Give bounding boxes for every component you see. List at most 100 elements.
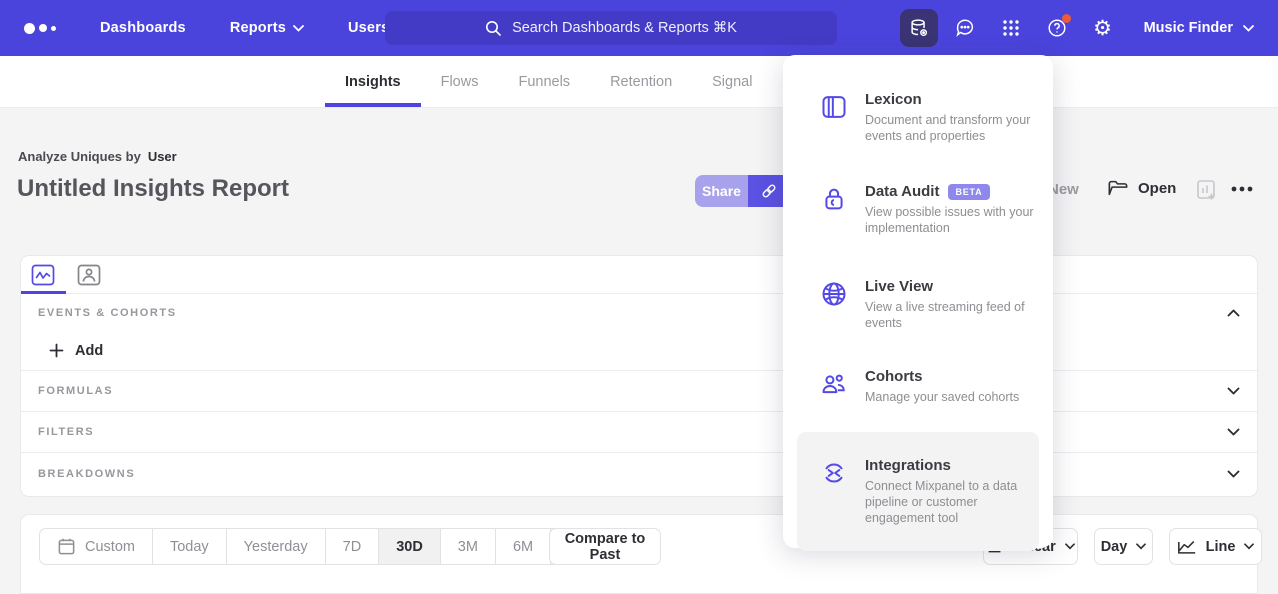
chart-waveform-icon <box>31 264 55 286</box>
project-name: Music Finder <box>1143 20 1233 36</box>
nav-item-users[interactable]: Users <box>348 20 389 36</box>
add-to-dashboard-button[interactable] <box>1196 179 1217 202</box>
menu-item-desc: Document and transform your events and p… <box>865 113 1031 143</box>
chevron-down-icon[interactable] <box>1227 428 1240 436</box>
tab-metrics-view[interactable] <box>31 264 55 286</box>
data-management-button[interactable] <box>899 9 938 47</box>
link-icon <box>759 181 779 201</box>
nav-right-cluster: ⚙ Music Finder <box>899 0 1278 56</box>
person-icon <box>77 264 101 286</box>
chart-panel: Custom Today Yesterday 7D 30D 3M 6M 12M … <box>20 514 1262 594</box>
menu-item-text: Integrations Connect Mixpanel to a data … <box>865 457 1041 526</box>
date-range-6m[interactable]: 6M <box>494 529 550 564</box>
search-input[interactable]: Search Dashboards & Reports ⌘K <box>385 11 837 45</box>
nav-item-reports-label: Reports <box>229 20 286 36</box>
menu-item-integrations[interactable]: Integrations Connect Mixpanel to a data … <box>797 432 1039 551</box>
tab-retention[interactable]: Retention <box>590 56 692 107</box>
date-range-custom[interactable]: Custom <box>40 529 152 564</box>
feedback-button[interactable] <box>946 9 984 47</box>
settings-button[interactable]: ⚙ <box>1084 9 1122 47</box>
tab-insights[interactable]: Insights <box>325 56 421 107</box>
tab-retention-label: Retention <box>610 73 673 90</box>
analyze-value[interactable]: User <box>147 149 177 164</box>
chart-type-selector-button[interactable]: Line <box>1169 528 1262 565</box>
chevron-down-icon <box>293 24 304 32</box>
project-selector[interactable]: Music Finder <box>1144 20 1254 36</box>
notification-dot <box>1061 14 1071 23</box>
menu-item-text: Data Audit BETA View possible issues wit… <box>865 183 1041 236</box>
apps-grid-button[interactable] <box>992 9 1030 47</box>
help-button[interactable] <box>1038 9 1076 47</box>
menu-item-desc: View a live streaming feed of events <box>865 300 1025 330</box>
query-builder-panel: EVENTS & COHORTS Add FORMULAS FILTERS BR… <box>20 255 1258 497</box>
chat-bubble-icon <box>954 17 976 39</box>
menu-item-cohorts[interactable]: Cohorts Manage your saved cohorts <box>797 358 1039 415</box>
line-chart-icon <box>1177 538 1197 555</box>
menu-item-title: Live View <box>865 278 934 295</box>
date-range-today[interactable]: Today <box>151 529 226 564</box>
chevron-up-icon[interactable] <box>1227 309 1240 317</box>
tab-insights-label: Insights <box>345 73 401 90</box>
date-range-6m-label: 6M <box>512 538 534 555</box>
date-range-yesterday-label: Yesterday <box>243 538 308 555</box>
date-range-yesterday[interactable]: Yesterday <box>225 529 325 564</box>
add-chart-icon <box>1196 179 1217 202</box>
nav-links: Dashboards Reports Users <box>100 20 389 36</box>
open-report-button[interactable]: Open <box>1107 178 1176 198</box>
menu-item-lexicon[interactable]: Lexicon Document and transform your even… <box>797 81 1039 154</box>
menu-item-title: Cohorts <box>865 368 923 385</box>
chevron-down-icon <box>1244 543 1255 550</box>
date-range-3m-label: 3M <box>457 538 478 555</box>
share-button[interactable]: Share <box>695 175 748 207</box>
chevron-down-icon[interactable] <box>1227 387 1240 395</box>
report-tabbar: Insights Flows Funnels Retention Signal … <box>0 56 1278 108</box>
folder-icon <box>1107 178 1129 198</box>
menu-item-title: Data Audit BETA <box>865 183 1041 200</box>
search-icon <box>485 20 502 37</box>
help-icon <box>1046 17 1068 39</box>
menu-item-desc: Manage your saved cohorts <box>865 390 1020 404</box>
date-range-custom-label: Custom <box>85 538 135 555</box>
nav-item-dashboards[interactable]: Dashboards <box>100 20 186 36</box>
add-event-button[interactable]: Add <box>21 331 1257 371</box>
date-range-7d[interactable]: 7D <box>324 529 379 564</box>
analyze-subtitle: Analyze Uniques by User <box>18 149 177 164</box>
section-breakdowns[interactable]: BREAKDOWNS <box>21 453 1257 495</box>
menu-item-live-view[interactable]: Live View View a live streaming feed of … <box>797 268 1039 341</box>
nav-item-users-label: Users <box>348 20 390 36</box>
nav-item-reports[interactable]: Reports <box>230 20 304 36</box>
tab-users-view[interactable] <box>77 264 101 286</box>
section-formulas[interactable]: FORMULAS <box>21 371 1257 412</box>
date-range-30d[interactable]: 30D <box>378 529 440 564</box>
menu-item-title-text: Data Audit <box>865 183 940 200</box>
section-filters[interactable]: FILTERS <box>21 412 1257 453</box>
compare-to-past-button[interactable]: Compare to Past <box>549 528 661 565</box>
menu-item-text: Live View View a live streaming feed of … <box>865 278 1041 331</box>
new-report-button[interactable]: New <box>1048 181 1079 198</box>
lexicon-book-icon <box>820 93 848 121</box>
tab-funnels[interactable]: Funnels <box>498 56 590 107</box>
date-range-3m[interactable]: 3M <box>439 529 495 564</box>
menu-item-title: Integrations <box>865 457 951 474</box>
page-title[interactable]: Untitled Insights Report <box>17 175 289 202</box>
tab-flows[interactable]: Flows <box>421 56 499 107</box>
interval-selector-button[interactable]: Day <box>1094 528 1153 565</box>
menu-item-data-audit[interactable]: Data Audit BETA View possible issues wit… <box>797 173 1039 246</box>
open-label: Open <box>1138 179 1177 197</box>
section-events-cohorts[interactable]: EVENTS & COHORTS <box>21 294 1257 331</box>
search-placeholder: Search Dashboards & Reports ⌘K <box>512 20 737 36</box>
calendar-icon <box>57 537 76 556</box>
date-range-today-label: Today <box>169 538 209 555</box>
section-filters-label: FILTERS <box>38 426 95 438</box>
sync-arrows-icon <box>820 459 848 487</box>
chevron-down-icon <box>1064 543 1075 550</box>
section-events-cohorts-label: EVENTS & COHORTS <box>38 306 177 319</box>
more-options-button[interactable] <box>1230 185 1254 193</box>
ellipsis-icon <box>1230 185 1254 193</box>
share-button-group: Share <box>695 175 790 207</box>
plus-icon <box>49 343 64 358</box>
tab-signal[interactable]: Signal <box>692 56 772 107</box>
chevron-down-icon[interactable] <box>1227 470 1240 478</box>
mixpanel-logo-icon[interactable] <box>24 22 64 34</box>
add-label: Add <box>75 342 104 359</box>
